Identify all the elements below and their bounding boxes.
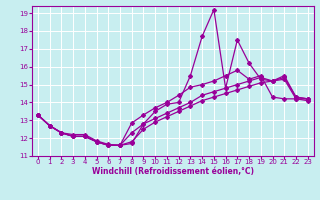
X-axis label: Windchill (Refroidissement éolien,°C): Windchill (Refroidissement éolien,°C) (92, 167, 254, 176)
